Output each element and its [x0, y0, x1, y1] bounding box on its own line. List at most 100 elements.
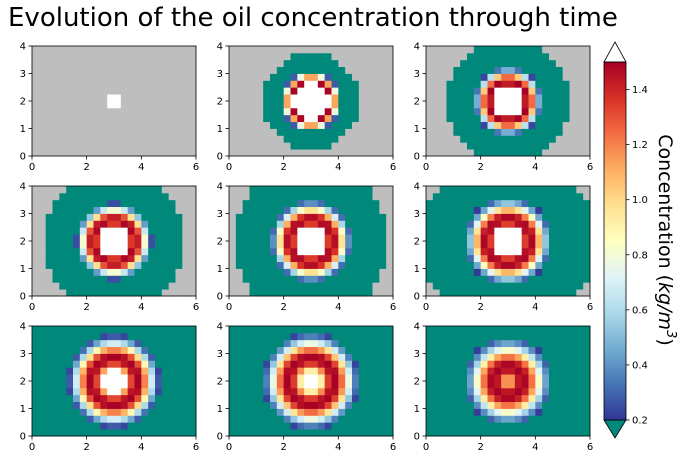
heatmap-cell: [467, 254, 475, 263]
heatmap-cell: [345, 339, 353, 348]
heatmap-cell: [141, 422, 149, 430]
heatmap-cell: [467, 408, 475, 416]
heatmap-cell: [127, 199, 135, 208]
heatmap-cell: [270, 360, 278, 368]
heatmap-cell: [229, 73, 237, 81]
heatmap-cell: [555, 206, 564, 214]
heatmap-cell: [432, 387, 441, 396]
heatmap-cell: [439, 241, 447, 249]
heatmap-cell: [473, 80, 482, 88]
heatmap-cell: [535, 394, 543, 403]
heatmap-cell: [134, 353, 142, 361]
heatmap-cell: [242, 387, 250, 396]
heatmap-cell: [467, 220, 475, 228]
heatmap-cell: [155, 192, 163, 201]
heatmap-cell: [59, 186, 67, 194]
heatmap-cell: [114, 401, 122, 409]
heatmap-cell: [311, 326, 319, 334]
heatmap-cell: [311, 142, 319, 150]
heatmap-cell: [290, 94, 298, 102]
heatmap-cell: [263, 199, 271, 208]
heatmap-cell: [249, 275, 257, 283]
heatmap-cell: [297, 360, 305, 368]
heatmap-cell: [242, 121, 250, 129]
heatmap-cell: [331, 346, 339, 354]
heatmap-cell: [38, 128, 47, 136]
heatmap-cell: [317, 261, 326, 269]
heatmap-cell: [521, 326, 529, 334]
heatmap-cell: [59, 142, 67, 150]
heatmap-cell: [569, 101, 577, 109]
heatmap-cell: [297, 247, 305, 256]
heatmap-cell: [338, 199, 346, 208]
heatmap-cell: [569, 275, 577, 283]
heatmap-cell: [494, 213, 502, 221]
heatmap-cell: [59, 282, 67, 290]
heatmap-cell: [182, 101, 190, 109]
heatmap-cell: [494, 360, 502, 368]
heatmap-cell: [453, 268, 461, 276]
heatmap-cell: [562, 275, 570, 283]
y-tick-label: 2: [217, 377, 223, 388]
heatmap-cell: [352, 192, 360, 201]
heatmap-cell: [345, 186, 353, 194]
heatmap-cell: [331, 227, 339, 235]
heatmap-cell: [345, 46, 353, 54]
heatmap-cell: [45, 101, 53, 109]
heatmap-cell: [73, 332, 81, 341]
heatmap-cell: [460, 275, 468, 283]
heatmap-cell: [324, 227, 332, 235]
heatmap-cell: [487, 332, 495, 341]
heatmap-cell: [542, 94, 550, 102]
heatmap-cell: [338, 66, 346, 74]
heatmap-cell: [514, 121, 523, 129]
heatmap-cell: [345, 346, 353, 354]
heatmap-cell: [114, 241, 122, 249]
heatmap-cell: [297, 415, 305, 423]
heatmap-cell: [182, 128, 190, 136]
heatmap-cell: [338, 73, 346, 81]
heatmap-cell: [372, 247, 380, 256]
heatmap-cell: [175, 220, 183, 228]
heatmap-cell: [66, 46, 74, 54]
heatmap-cell: [426, 261, 434, 269]
heatmap-cell: [480, 87, 488, 95]
heatmap-cell: [311, 149, 319, 157]
heatmap-cell: [317, 135, 326, 143]
heatmap-cell: [161, 227, 170, 235]
heatmap-cell: [426, 206, 434, 214]
heatmap-cell: [290, 107, 298, 116]
heatmap-cell: [473, 227, 482, 235]
heatmap-cell: [161, 346, 170, 354]
heatmap-cell: [100, 254, 108, 263]
heatmap-cell: [521, 394, 529, 403]
heatmap-cell: [460, 94, 468, 102]
heatmap-cell: [283, 142, 291, 150]
heatmap-cell: [542, 429, 550, 437]
heatmap-cell: [379, 121, 387, 129]
heatmap-cell: [508, 422, 516, 430]
heatmap-cell: [290, 394, 298, 403]
heatmap-cell: [256, 387, 264, 396]
heatmap-cell: [439, 326, 447, 334]
heatmap-cell: [229, 415, 237, 423]
heatmap-cell: [134, 422, 142, 430]
heatmap-cell: [453, 52, 461, 61]
heatmap-cell: [134, 192, 142, 201]
heatmap-cell: [317, 268, 326, 276]
heatmap-cell: [562, 268, 570, 276]
heatmap-cell: [379, 192, 387, 201]
heatmap-cell: [120, 213, 129, 221]
heatmap-cell: [263, 360, 271, 368]
heatmap-cell: [73, 220, 81, 228]
heatmap-cell: [229, 186, 237, 194]
heatmap-cell: [52, 107, 60, 116]
heatmap-cell: [175, 381, 183, 389]
heatmap-cell: [242, 206, 250, 214]
y-tick-label: 0: [414, 292, 420, 303]
heatmap-cell: [432, 353, 441, 361]
heatmap-cell: [562, 261, 570, 269]
heatmap-cell: [358, 234, 367, 242]
heatmap-cell: [86, 346, 94, 354]
